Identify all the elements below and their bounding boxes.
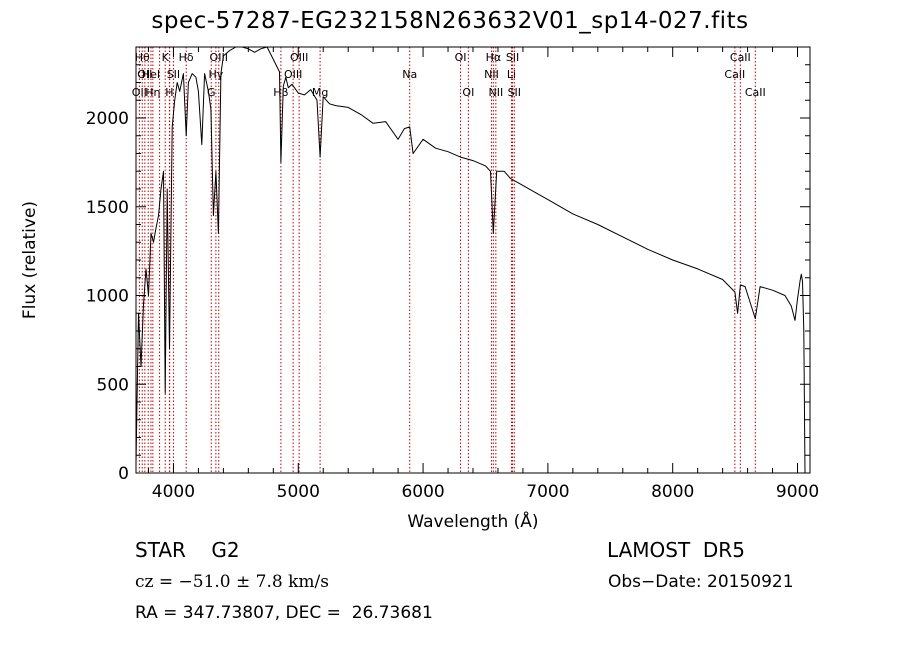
line-marker-label-26: SII xyxy=(506,51,519,64)
x-tick-label-2: 6000 xyxy=(401,482,444,502)
chart-title: spec-57287-EG232158N263632V01_sp14-027.f… xyxy=(151,8,749,34)
plot-frame xyxy=(135,46,811,474)
line-marker-label-29: CaII xyxy=(730,51,751,64)
survey-label: LAMOST DR5 xyxy=(607,538,745,562)
x-tick-label-5: 9000 xyxy=(776,482,819,502)
line-marker-label-5: Hη xyxy=(145,86,160,99)
line-marker-label-13: Hγ xyxy=(208,68,223,81)
y-axis-label: Flux (relative) xyxy=(20,200,40,320)
line-marker-label-27: SII xyxy=(508,86,521,99)
line-marker-label-12: G xyxy=(207,86,216,99)
x-tick-label-1: 5000 xyxy=(277,482,320,502)
line-marker-label-22: NII xyxy=(484,68,499,81)
x-axis-label: Wavelength (Å) xyxy=(407,512,539,532)
coordinates-label: RA = 347.73807, DEC = 26.73681 xyxy=(135,603,433,623)
line-marker-label-30: CaII xyxy=(745,86,766,99)
line-marker-label-15: Hβ xyxy=(273,86,288,99)
object-class-label: STAR G2 xyxy=(135,538,240,562)
line-marker-label-24: NII xyxy=(488,86,503,99)
line-marker-label-25: Li xyxy=(507,68,516,81)
line-marker-label-10: SII xyxy=(167,68,180,81)
y-tick-label-0: 0 xyxy=(118,464,129,484)
line-marker-label-23: Hα xyxy=(486,51,502,64)
line-marker-label-18: Mg xyxy=(312,86,328,99)
line-marker-label-16: OIII xyxy=(284,68,302,81)
line-marker-label-11: Hδ xyxy=(179,51,194,64)
x-tick-label-0: 4000 xyxy=(152,482,195,502)
line-marker-label-20: OI xyxy=(455,51,467,64)
y-tick-label-2: 1000 xyxy=(86,287,129,307)
line-marker-label-4: HeI xyxy=(142,68,160,81)
line-marker-label-17: OIII xyxy=(290,51,308,64)
line-marker-label-1: Hθ xyxy=(135,51,150,64)
line-marker-label-21: OI xyxy=(462,86,474,99)
line-marker-label-28: CaII xyxy=(724,68,745,81)
obs-date-label: Obs−Date: 20150921 xyxy=(608,572,794,592)
x-tick-label-3: 7000 xyxy=(526,482,569,502)
y-tick-label-4: 2000 xyxy=(86,109,129,129)
line-marker-label-7: K xyxy=(162,51,170,64)
redshift-label: cz = −51.0 ± 7.8 km/s xyxy=(135,572,329,592)
y-tick-label-1: 500 xyxy=(97,375,129,395)
y-tick-label-3: 1500 xyxy=(86,198,129,218)
line-marker-label-19: Na xyxy=(402,68,417,81)
line-marker-label-14: OIII xyxy=(210,51,228,64)
spectrum-series-0 xyxy=(135,46,806,474)
x-tick-label-4: 8000 xyxy=(651,482,694,502)
line-marker-label-2: OII xyxy=(137,68,152,81)
